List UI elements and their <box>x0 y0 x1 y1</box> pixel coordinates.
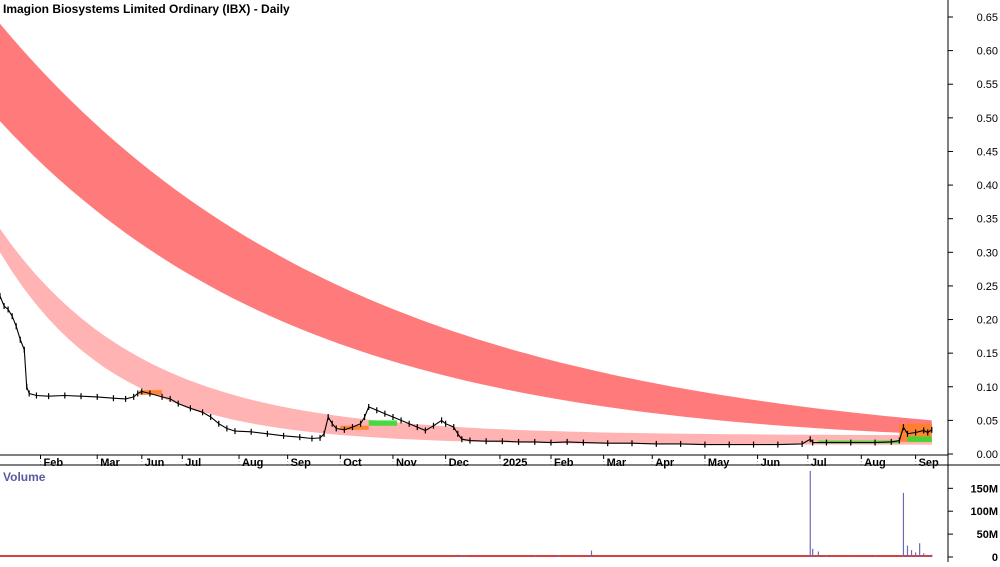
x-tick-label: May <box>708 457 730 469</box>
chart-title: Imagion Biosystems Limited Ordinary (IBX… <box>3 2 290 16</box>
mma-highlight <box>907 436 932 442</box>
mma-highlight <box>818 440 900 444</box>
y-tick-label: 0.05 <box>977 415 998 427</box>
y-tick-label: 0.10 <box>977 382 998 394</box>
y-tick-label: 0.65 <box>977 12 998 24</box>
x-tick-label: Apr <box>655 457 675 469</box>
y-tick-label: 0.35 <box>977 214 998 226</box>
y-tick-label: 0.60 <box>977 46 998 58</box>
y-tick-label: 0.40 <box>977 180 998 192</box>
volume-panel-label: Volume <box>3 470 46 484</box>
x-tick-label: 2025 <box>503 457 527 469</box>
y-tick-label: 0.00 <box>977 449 998 461</box>
x-tick-label: Sep <box>291 457 311 469</box>
y-tick-label: 0.55 <box>977 79 998 91</box>
x-tick-label: Mar <box>607 457 627 469</box>
x-tick-label: Aug <box>864 457 885 469</box>
x-tick-label: Jul <box>811 457 827 469</box>
mma-highlight <box>340 425 369 430</box>
x-tick-label: Feb <box>44 457 64 469</box>
volume-layer <box>0 470 933 557</box>
x-tick-label: Jul <box>185 457 201 469</box>
mma-highlight <box>139 390 163 395</box>
y-tick-label: 0.45 <box>977 146 998 158</box>
y-tick-label: 0.25 <box>977 281 998 293</box>
x-tick-label: Aug <box>242 457 263 469</box>
y-tick-label: 0.30 <box>977 247 998 259</box>
mma-highlight <box>368 420 398 426</box>
volume-tick-label: 0 <box>992 552 998 562</box>
y-tick-label: 0.50 <box>977 113 998 125</box>
x-tick-label: Sep <box>919 457 939 469</box>
volume-tick-label: 50M <box>977 529 998 541</box>
x-tick-label: Jun <box>145 457 165 469</box>
y-tick-label: 0.15 <box>977 348 998 360</box>
x-tick-label: Mar <box>100 457 120 469</box>
volume-tick-label: 100M <box>970 506 998 518</box>
y-tick-label: 0.20 <box>977 315 998 327</box>
x-tick-label: Dec <box>449 457 469 469</box>
x-tick-label: Nov <box>396 457 418 469</box>
price-layer <box>0 293 933 448</box>
x-tick-label: Jun <box>761 457 781 469</box>
volume-tick-label: 150M <box>970 483 998 495</box>
x-tick-label: Oct <box>343 457 362 469</box>
long-term-mma-band <box>0 23 932 434</box>
x-tick-label: Feb <box>554 457 574 469</box>
